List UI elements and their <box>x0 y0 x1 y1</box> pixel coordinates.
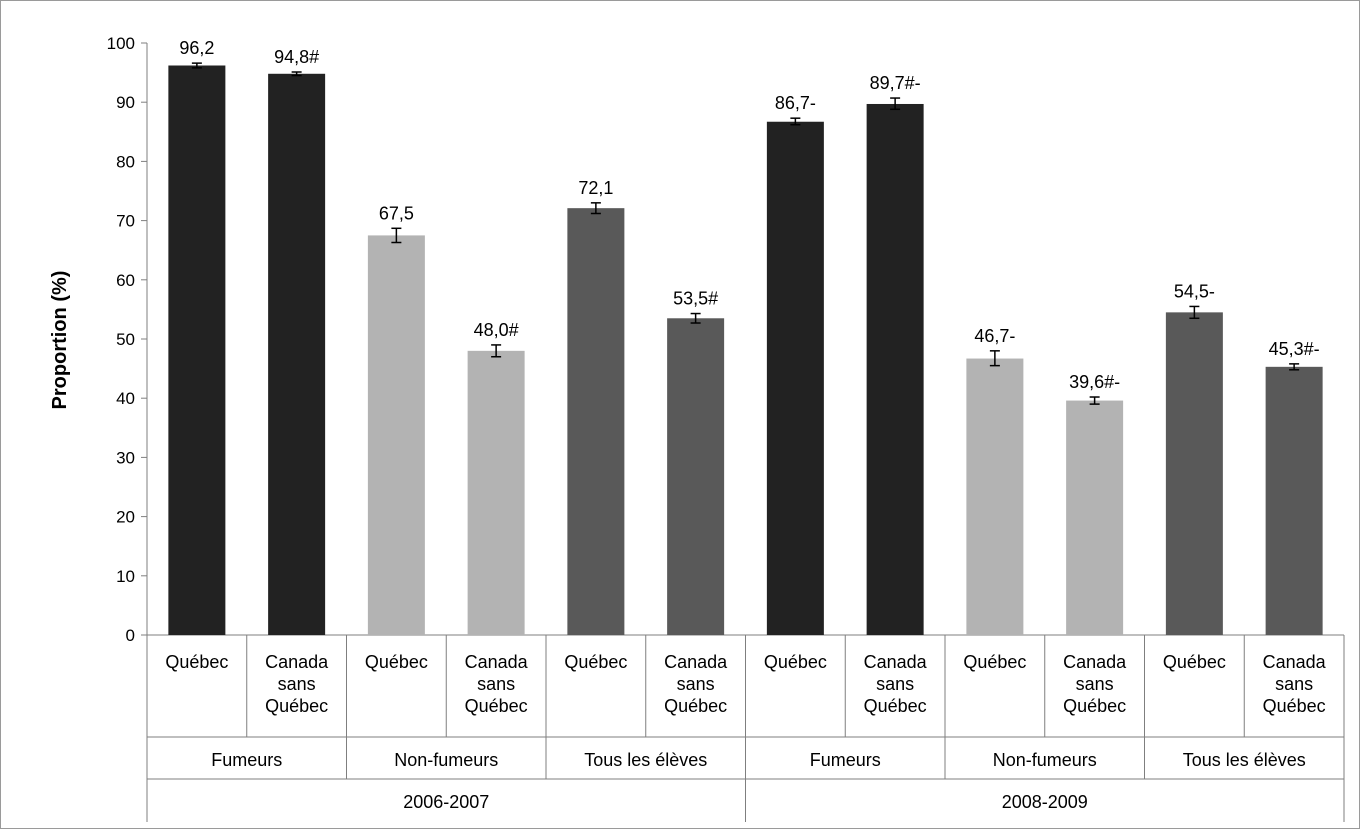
data-label: 46,7- <box>974 326 1015 346</box>
data-label: 67,5 <box>379 203 414 223</box>
y-tick-label: 70 <box>116 212 135 231</box>
bar <box>966 358 1024 635</box>
region-label: Québec <box>165 652 228 672</box>
group-label: Non-fumeurs <box>394 750 498 770</box>
bar <box>1265 366 1323 635</box>
y-tick-label: 40 <box>116 389 135 408</box>
data-label: 45,3#- <box>1269 339 1320 359</box>
region-label: Canada sans Québec <box>664 652 728 716</box>
group-label: Fumeurs <box>810 750 881 770</box>
region-label: Québec <box>564 652 627 672</box>
y-tick-label: 90 <box>116 93 135 112</box>
data-label: 94,8# <box>274 47 319 67</box>
region-label: Québec <box>764 652 827 672</box>
data-label: 86,7- <box>775 93 816 113</box>
data-label: 89,7#- <box>870 73 921 93</box>
bar <box>766 121 824 635</box>
region-label: Québec <box>1163 652 1226 672</box>
y-tick-label: 50 <box>116 330 135 349</box>
bar <box>367 235 425 635</box>
bar <box>268 73 326 635</box>
region-label: Canada sans Québec <box>1063 652 1127 716</box>
bar <box>567 208 625 635</box>
y-axis-label: Proportion (%) <box>49 271 71 410</box>
bar <box>168 65 226 636</box>
y-tick-label: 30 <box>116 448 135 467</box>
year-label: 2006-2007 <box>403 792 489 812</box>
region-label: Canada sans Québec <box>465 652 529 716</box>
bar <box>667 318 725 635</box>
group-label: Tous les élèves <box>1183 750 1306 770</box>
data-label: 72,1 <box>578 178 613 198</box>
group-label: Tous les élèves <box>584 750 707 770</box>
data-label: 54,5- <box>1174 281 1215 301</box>
region-label: Canada sans Québec <box>265 652 329 716</box>
data-label: 96,2 <box>179 38 214 58</box>
y-tick-label: 0 <box>126 626 135 645</box>
data-label: 39,6#- <box>1069 372 1120 392</box>
data-label: 53,5# <box>673 289 718 309</box>
group-label: Fumeurs <box>211 750 282 770</box>
bars: 96,2 94,8# 67,5 48,0# 72,1 53,5# 86,7- 89,7#- 46… <box>168 38 1323 636</box>
data-label: 48,0# <box>474 320 519 340</box>
region-label: Québec <box>963 652 1026 672</box>
year-label: 2008-2009 <box>1002 792 1088 812</box>
region-label: Québec <box>365 652 428 672</box>
y-tick-label: 80 <box>116 152 135 171</box>
y-tick-label: 60 <box>116 271 135 290</box>
region-label: Canada sans Québec <box>864 652 928 716</box>
group-label: Non-fumeurs <box>993 750 1097 770</box>
category-labels: Québec Canada sans Québec Québec Canada sans Qu… <box>146 635 1345 822</box>
bar <box>467 350 525 635</box>
bar <box>866 103 924 635</box>
bar <box>1066 400 1124 635</box>
bar <box>1165 312 1223 635</box>
y-tick-label: 100 <box>107 34 135 53</box>
y-tick-label: 20 <box>116 508 135 527</box>
region-label: Canada sans Québec <box>1263 652 1327 716</box>
y-tick-label: 10 <box>116 567 135 586</box>
